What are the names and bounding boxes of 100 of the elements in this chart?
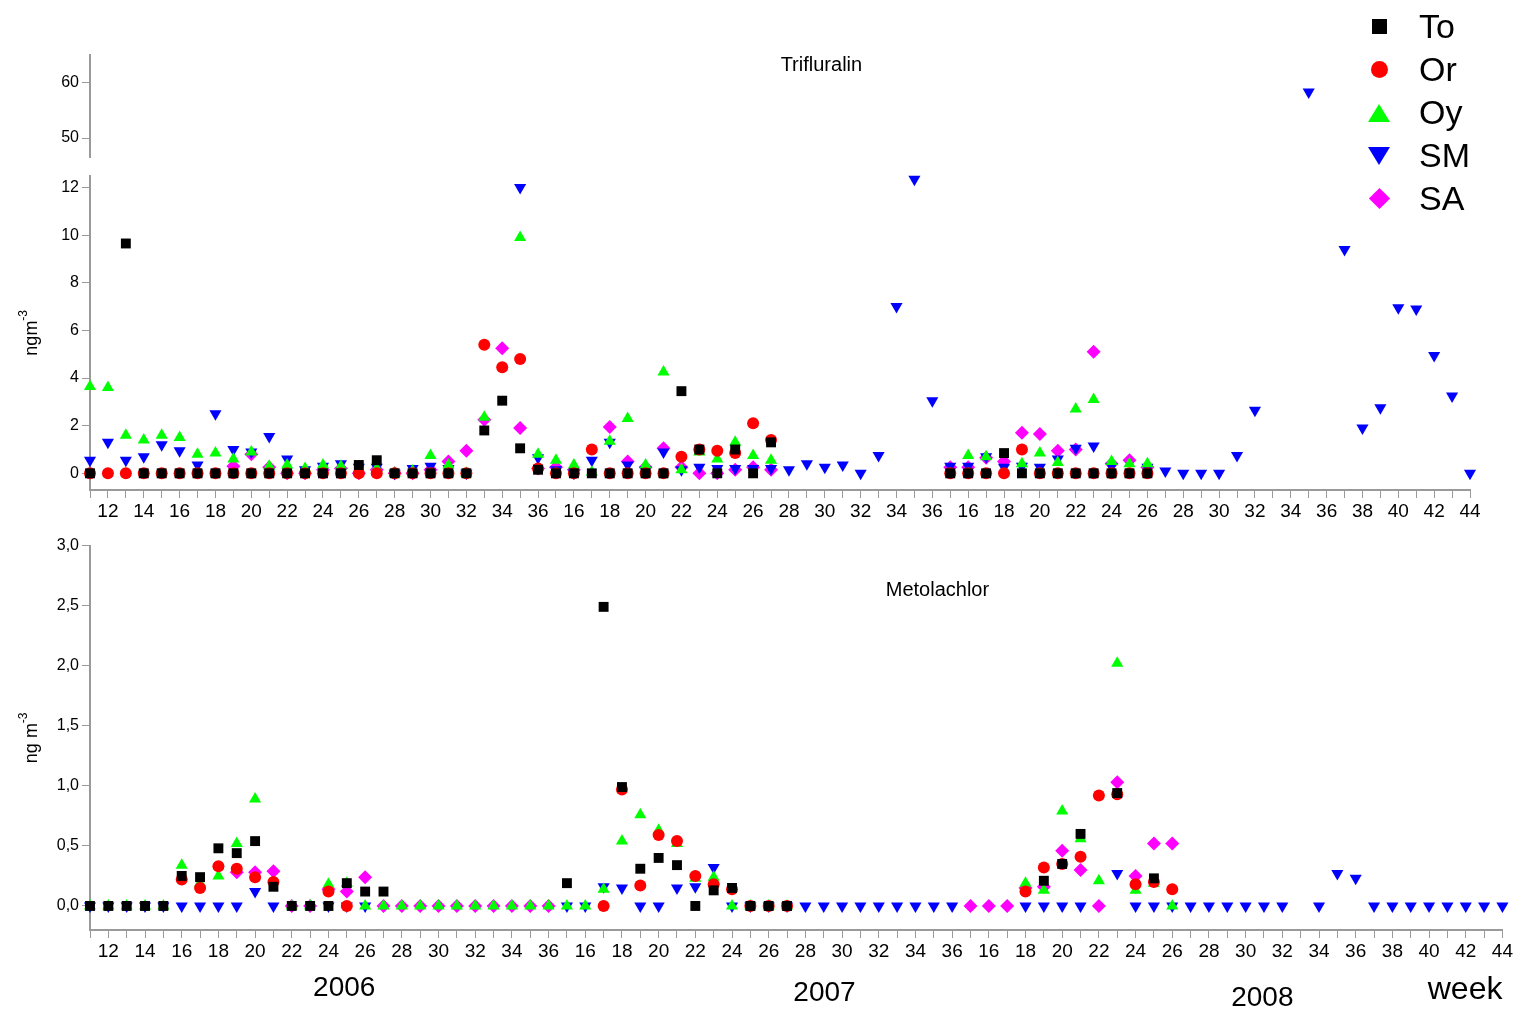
x-tick-label: 22 bbox=[670, 499, 692, 521]
x-tick-label: 38 bbox=[1381, 939, 1403, 961]
x-tick-label: 30 bbox=[1208, 499, 1230, 521]
x-tick-label: 22 bbox=[684, 939, 706, 961]
x-tick-label: 12 bbox=[97, 499, 119, 521]
y-tick-label: 0,0 bbox=[56, 896, 80, 914]
y-axis-title: ngm-3 bbox=[16, 309, 41, 356]
text: 2006 bbox=[313, 970, 376, 1002]
x-tick-label: 16 bbox=[574, 939, 596, 961]
x-tick-label: 18 bbox=[599, 499, 621, 521]
y-tick-label: 2,0 bbox=[56, 656, 80, 674]
y-tick-label: 50 bbox=[61, 128, 80, 146]
x-tick-label: 16 bbox=[563, 499, 585, 521]
x-tick-label: 14 bbox=[133, 499, 155, 521]
x-tick-label: 18 bbox=[204, 499, 227, 521]
y-tick-label: 10 bbox=[61, 225, 80, 243]
x-tick-label: 26 bbox=[742, 499, 764, 521]
y-tick-label: 60 bbox=[61, 73, 80, 91]
text: 2008 bbox=[1231, 980, 1294, 1012]
x-tick-label: 24 bbox=[1125, 939, 1147, 961]
x-tick-label: 28 bbox=[1172, 499, 1194, 521]
x-tick-label: 18 bbox=[1014, 939, 1037, 961]
text: 2007 bbox=[793, 975, 856, 1007]
y-tick-label: 1,5 bbox=[56, 716, 80, 734]
x-tick-label: 16 bbox=[978, 939, 1000, 961]
x-tick-label: 28 bbox=[384, 499, 406, 521]
x-tick-label: 30 bbox=[1235, 939, 1257, 961]
y-tick-label: 3,0 bbox=[56, 536, 80, 554]
y-tick-label: 0 bbox=[70, 463, 80, 481]
x-tick-label: 34 bbox=[885, 499, 908, 521]
x-tick-label: 44 bbox=[1459, 499, 1481, 521]
x-tick-label: 16 bbox=[957, 499, 979, 521]
x-tick-label: 20 bbox=[648, 939, 670, 961]
x-tick-label: 20 bbox=[1029, 499, 1051, 521]
x-tick-label: 40 bbox=[1387, 499, 1409, 521]
x-tick-label: 40 bbox=[1418, 939, 1440, 961]
x-tick-label: 30 bbox=[831, 939, 853, 961]
y-tick-label: 0,5 bbox=[56, 836, 80, 854]
x-tick-label: 36 bbox=[921, 499, 943, 521]
x-tick-label: 20 bbox=[635, 499, 657, 521]
x-tick-label: 32 bbox=[868, 939, 890, 961]
x-tick-label: 22 bbox=[1088, 939, 1110, 961]
x-tick-label: 20 bbox=[240, 499, 262, 521]
x-tick-label: 28 bbox=[1198, 939, 1220, 961]
x-tick-label: 26 bbox=[1136, 499, 1158, 521]
x-tick-label: 20 bbox=[1051, 939, 1073, 961]
x-tick-label: 20 bbox=[244, 939, 266, 961]
x-tick-label: 26 bbox=[348, 499, 370, 521]
x-tick-label: 36 bbox=[527, 499, 549, 521]
x-tick-label: 24 bbox=[706, 499, 729, 521]
x-tick-label: 34 bbox=[1308, 939, 1330, 961]
x-tick-label: 32 bbox=[850, 499, 872, 521]
x-tick-label: 18 bbox=[207, 939, 229, 961]
x-tick-label: 24 bbox=[312, 499, 334, 521]
x-tick-label: 34 bbox=[904, 939, 927, 961]
x-tick-label: 34 bbox=[1280, 499, 1302, 521]
x-tick-label: 34 bbox=[501, 939, 523, 961]
text: Metolachlor bbox=[885, 577, 990, 600]
x-tick-label: 30 bbox=[814, 499, 836, 521]
x-tick-label: 22 bbox=[281, 939, 303, 961]
x-tick-label: 22 bbox=[276, 499, 298, 521]
x-tick-label: 42 bbox=[1455, 939, 1477, 961]
x-tick-label: 34 bbox=[491, 499, 514, 521]
y-tick-label: 2,5 bbox=[56, 596, 80, 614]
x-tick-label: 36 bbox=[941, 939, 963, 961]
x-tick-label: 36 bbox=[1316, 499, 1338, 521]
x-tick-label: 26 bbox=[758, 939, 780, 961]
legend-label: Oy bbox=[1419, 92, 1463, 133]
x-tick-label: 24 bbox=[721, 939, 744, 961]
x-tick-label: 16 bbox=[171, 939, 193, 961]
x-tick-label: 38 bbox=[1351, 499, 1374, 521]
x-tick-label: 32 bbox=[455, 499, 477, 521]
legend-label: SA bbox=[1419, 178, 1465, 219]
x-tick-label: 22 bbox=[1065, 499, 1087, 521]
x-tick-label: 28 bbox=[391, 939, 413, 961]
x-tick-label: 12 bbox=[97, 939, 119, 961]
x-tick-label: 36 bbox=[1345, 939, 1367, 961]
y-tick-label: 6 bbox=[70, 320, 80, 338]
x-tick-label: 28 bbox=[778, 499, 800, 521]
x-tick-label: 30 bbox=[427, 939, 450, 961]
y-tick-label: 8 bbox=[70, 273, 80, 291]
legend-label: SM bbox=[1419, 135, 1470, 176]
x-tick-label: 26 bbox=[1161, 939, 1183, 961]
y-tick-label: 2 bbox=[70, 416, 80, 434]
x-tick-label: 42 bbox=[1423, 499, 1445, 521]
x-tick-label: 18 bbox=[993, 499, 1015, 521]
y-tick-label: 4 bbox=[70, 368, 80, 386]
y-tick-label: 12 bbox=[61, 177, 80, 195]
x-tick-label: 44 bbox=[1491, 939, 1514, 961]
x-tick-label: 24 bbox=[1100, 499, 1123, 521]
x-tick-label: 18 bbox=[611, 939, 633, 961]
x-tick-label: 14 bbox=[134, 939, 157, 961]
x-tick-label: 32 bbox=[1271, 939, 1293, 961]
y-axis-title: ng m-3 bbox=[16, 712, 41, 764]
legend-label: Or bbox=[1419, 49, 1457, 90]
chart-title: Trifluralin bbox=[780, 52, 863, 75]
x-tick-label: 28 bbox=[794, 939, 816, 961]
x-tick-label: 30 bbox=[419, 499, 442, 521]
x-tick-label: 16 bbox=[169, 499, 191, 521]
legend-label: To bbox=[1419, 6, 1455, 47]
